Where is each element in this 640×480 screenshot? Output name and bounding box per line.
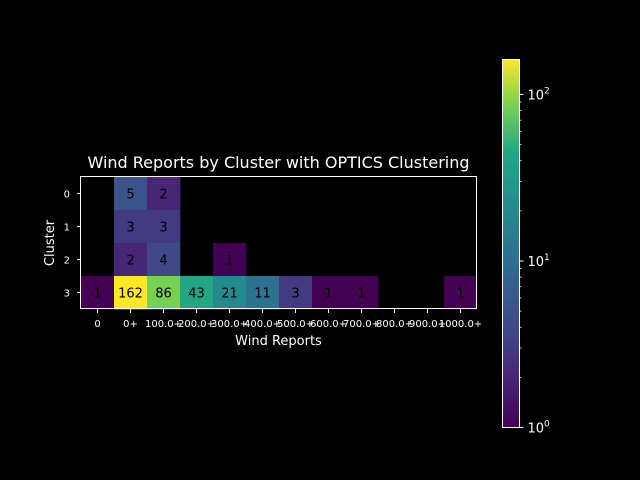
x-tick-label: 600.0+ — [310, 319, 347, 330]
heatmap-cell — [147, 210, 181, 244]
plot-frame — [80, 176, 477, 309]
heatmap-cell — [114, 177, 148, 211]
x-axis: 0 0+ 100.0+200.0+300.0+400.0+500.0+600.0+7… — [94, 309, 482, 330]
x-tick-label: 0 — [94, 319, 100, 330]
cell-value-label: 1 — [225, 254, 233, 269]
y-axis: 0 1 2 3 — [64, 190, 81, 300]
x-tick-label: 400.0+ — [244, 319, 281, 330]
heatmap-cell — [147, 276, 181, 310]
heatmap-cell — [213, 276, 247, 310]
cell-value-label: 162 — [118, 287, 143, 302]
cell-value-label: 3 — [159, 221, 167, 236]
heatmap-cell — [444, 276, 478, 310]
colorbar-tick-label: 100 — [528, 420, 551, 437]
y-axis-label: Cluster — [43, 219, 58, 266]
cell-value-label: 1 — [456, 287, 464, 302]
cell-value-label: 4 — [159, 254, 167, 269]
y-tick-label: 3 — [64, 289, 70, 300]
x-tick-label: 1000.0+ — [439, 319, 482, 330]
x-tick-label: 300.0+ — [211, 319, 248, 330]
heatmap-cell — [180, 276, 214, 310]
heatmap-cell — [147, 177, 181, 211]
y-tick-label: 0 — [64, 190, 70, 201]
colorbar-ticks: 100 101 102 — [519, 86, 551, 437]
x-tick-label: 700.0+ — [343, 319, 380, 330]
colorbar-tick-label: 102 — [528, 86, 550, 103]
cell-value-label: 3 — [291, 287, 299, 302]
heatmap-cell — [114, 243, 148, 277]
heatmap-cells: 5 23 32 4 11 162 86 43 21 11 3 1 1 1 — [81, 177, 478, 310]
heatmap-cell — [147, 243, 181, 277]
cell-value-label: 3 — [126, 221, 134, 236]
y-tick-label: 2 — [64, 256, 70, 267]
chart-title: Wind Reports by Cluster with OPTICS Clus… — [87, 153, 469, 172]
x-tick-label: 800.0+ — [376, 319, 413, 330]
heatmap-cell — [213, 243, 247, 277]
colorbar — [502, 59, 520, 428]
cell-value-label: 86 — [155, 287, 172, 302]
cell-value-label: 1 — [93, 287, 101, 302]
cell-value-label: 2 — [159, 188, 167, 203]
heatmap-cell — [114, 210, 148, 244]
colorbar-tick-label: 101 — [528, 253, 550, 270]
x-tick-label: 100.0+ — [145, 319, 182, 330]
heatmap-cell — [114, 276, 148, 310]
heatmap-cell — [246, 276, 280, 310]
x-tick-label: 0+ — [123, 319, 138, 330]
cell-value-label: 5 — [126, 188, 134, 203]
x-tick-label: 200.0+ — [178, 319, 215, 330]
heatmap-cell — [279, 276, 313, 310]
y-tick-label: 1 — [64, 223, 70, 234]
cell-value-label: 21 — [221, 287, 238, 302]
x-axis-label: Wind Reports — [235, 334, 322, 349]
x-tick-label: 500.0+ — [277, 319, 314, 330]
heatmap-cell — [345, 276, 379, 310]
cell-value-label: 2 — [126, 254, 134, 269]
x-tick-label: 900.0+ — [409, 319, 446, 330]
heatmap-cell — [312, 276, 346, 310]
heatmap-cell — [81, 276, 115, 310]
cell-value-label: 1 — [357, 287, 365, 302]
cell-value-label: 1 — [324, 287, 332, 302]
cell-value-label: 11 — [254, 287, 271, 302]
cell-value-label: 43 — [188, 287, 205, 302]
